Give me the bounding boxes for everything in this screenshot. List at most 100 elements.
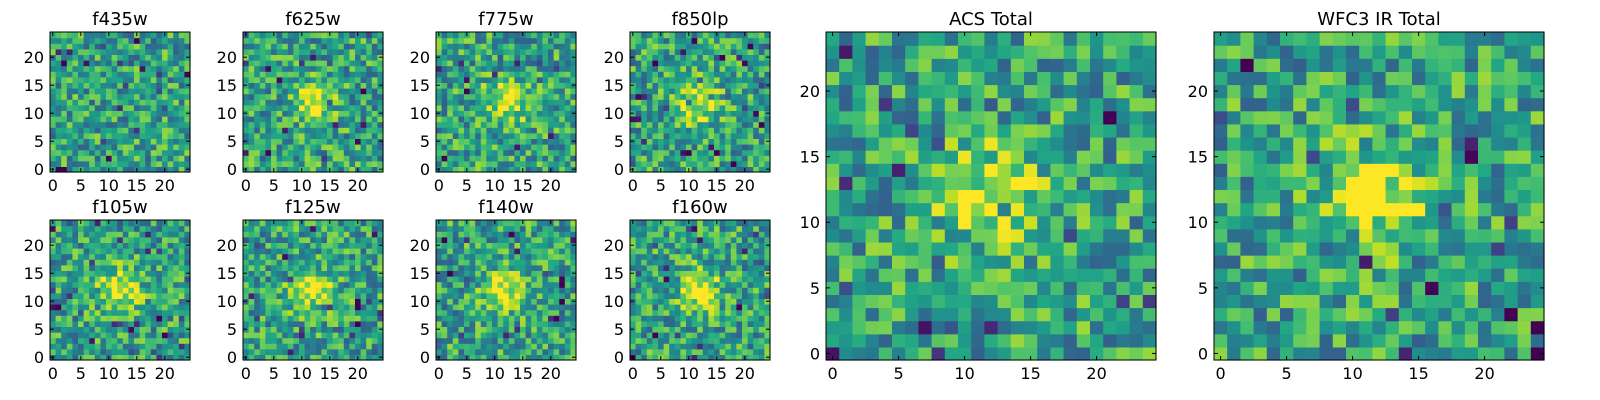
heatmap-cell: [338, 144, 345, 151]
heatmap-cell: [94, 32, 101, 39]
heatmap-cell: [173, 155, 180, 162]
heatmap-cell: [343, 121, 350, 128]
heatmap-cell: [514, 315, 521, 322]
heatmap-cell: [355, 264, 362, 271]
heatmap-cell: [128, 121, 135, 128]
heatmap-cell: [167, 259, 174, 266]
heatmap-cell: [686, 270, 693, 277]
heatmap-cell: [725, 309, 732, 316]
heatmap-cell: [542, 160, 549, 167]
heatmap-cell: [299, 138, 306, 145]
heatmap-cell: [725, 104, 732, 111]
heatmap-cell: [100, 287, 107, 294]
heatmap-cell: [542, 309, 549, 316]
heatmap-cell: [475, 127, 482, 134]
heatmap-cell: [753, 292, 760, 299]
heatmap-cell: [128, 104, 135, 111]
heatmap-cell: [708, 332, 715, 339]
heatmap-cell: [366, 348, 373, 355]
heatmap-cell: [304, 149, 311, 156]
heatmap-cell: [542, 292, 549, 299]
heatmap-cell: [736, 48, 743, 55]
heatmap-cell: [184, 332, 191, 339]
heatmap-cell: [514, 304, 521, 311]
heatmap-cell: [669, 76, 676, 83]
heatmap-cell: [536, 82, 543, 89]
heatmap-cell: [167, 127, 174, 134]
heatmap-cell: [652, 276, 659, 283]
heatmap-cell: [377, 155, 384, 162]
heatmap-cell: [167, 332, 174, 339]
heatmap-cell: [719, 54, 726, 61]
heatmap-cell: [66, 155, 73, 162]
heatmap-cell: [458, 332, 465, 339]
heatmap-cell: [531, 65, 538, 72]
heatmap-cell: [635, 138, 642, 145]
heatmap-cell: [658, 71, 665, 78]
heatmap-cell: [55, 160, 62, 167]
heatmap-cell: [691, 354, 698, 361]
heatmap-cell: [83, 354, 90, 361]
heatmap-cell: [310, 315, 317, 322]
heatmap-cell: [742, 37, 749, 44]
heatmap-cell: [61, 48, 68, 55]
heatmap-cell: [106, 88, 113, 95]
heatmap-cell: [548, 348, 555, 355]
heatmap-cell: [469, 155, 476, 162]
heatmap-cell: [100, 281, 107, 288]
heatmap-cell: [730, 71, 737, 78]
heatmap-cell: [265, 332, 272, 339]
heatmap-cell: [167, 276, 174, 283]
heatmap-cell: [674, 104, 681, 111]
heatmap-cell: [150, 332, 157, 339]
heatmap-cell: [61, 304, 68, 311]
heatmap-cell: [310, 242, 317, 249]
heatmap-cell: [321, 121, 328, 128]
heatmap-cell: [663, 121, 670, 128]
heatmap-cell: [293, 54, 300, 61]
heatmap-cell: [691, 348, 698, 355]
heatmap-cell: [55, 76, 62, 83]
heatmap-cell: [178, 116, 185, 123]
heatmap-cell: [243, 99, 250, 106]
heatmap-cell: [747, 276, 754, 283]
heatmap-cell: [503, 236, 510, 243]
heatmap-cell: [646, 304, 653, 311]
heatmap-cell: [89, 76, 96, 83]
y-tick-label: 0: [614, 160, 624, 179]
heatmap-cell: [66, 149, 73, 156]
heatmap-cell: [669, 65, 676, 72]
heatmap-cell: [708, 138, 715, 145]
heatmap-cell: [184, 155, 191, 162]
heatmap-cell: [106, 253, 113, 260]
heatmap-cell: [758, 292, 765, 299]
heatmap-cell: [564, 332, 571, 339]
heatmap-cell: [641, 65, 648, 72]
heatmap-cell: [652, 348, 659, 355]
heatmap-cell: [553, 332, 560, 339]
heatmap-cell: [663, 116, 670, 123]
heatmap-cell: [282, 149, 289, 156]
heatmap-cell: [134, 127, 141, 134]
heatmap-cell: [680, 348, 687, 355]
x-tick-label: 0: [241, 364, 251, 383]
heatmap-cell: [287, 121, 294, 128]
heatmap-cell: [321, 236, 328, 243]
heatmap-cell: [730, 155, 737, 162]
heatmap-cell: [349, 60, 356, 67]
heatmap-cell: [134, 48, 141, 55]
heatmap-cell: [525, 343, 532, 350]
heatmap-cell: [287, 93, 294, 100]
heatmap-cell: [542, 43, 549, 50]
heatmap-cell: [747, 93, 754, 100]
heatmap-cell: [531, 121, 538, 128]
heatmap-cell: [349, 315, 356, 322]
heatmap-cell: [536, 276, 543, 283]
heatmap-cell: [497, 236, 504, 243]
heatmap-cell: [327, 264, 334, 271]
heatmap-cell: [753, 298, 760, 305]
heatmap-cell: [184, 248, 191, 255]
heatmap-cell: [736, 287, 743, 294]
heatmap-cell: [548, 60, 555, 67]
heatmap-cell: [72, 155, 79, 162]
